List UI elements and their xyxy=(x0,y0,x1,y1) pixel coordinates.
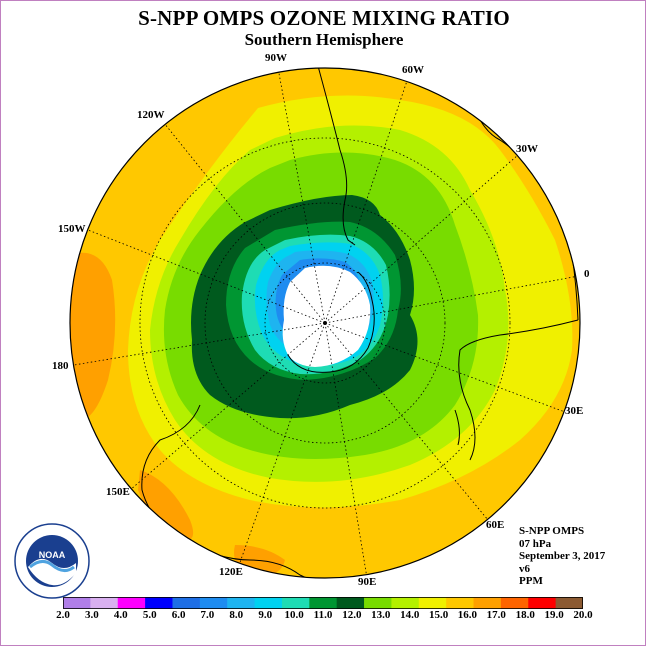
colorbar-tick-label: 19.0 xyxy=(544,609,564,621)
colorbar-tick-label: 12.0 xyxy=(342,609,362,621)
lon-label-0: 0 xyxy=(584,268,590,280)
colorbar-tick-label: 15.0 xyxy=(428,609,449,621)
logo-text: NOAA xyxy=(39,550,66,560)
colorbar-swatch xyxy=(199,597,228,609)
version-label: v6 xyxy=(519,562,530,575)
noaa-logo-icon: NOAA xyxy=(14,523,90,599)
lon-label-90w: 90W xyxy=(265,52,287,64)
date-label: September 3, 2017 xyxy=(519,550,606,563)
instrument-label: S-NPP OMPS xyxy=(519,525,585,537)
polar-night-no-data xyxy=(282,265,371,367)
colorbar-swatch xyxy=(63,597,91,609)
colorbar-tick-label: 16.0 xyxy=(457,609,478,621)
colorbar-tick-label: 8.0 xyxy=(229,609,244,621)
lon-label-180: 180 xyxy=(52,360,69,372)
lon-label-120e: 120E xyxy=(219,566,243,578)
colorbar-swatch xyxy=(555,597,583,609)
colorbar-tick-label: 4.0 xyxy=(113,609,128,621)
lon-label-90e: 90E xyxy=(358,576,377,588)
colorbar-swatch xyxy=(418,597,447,609)
colorbar-tick-label: 6.0 xyxy=(171,609,186,621)
lon-label-30w: 30W xyxy=(516,143,538,155)
map-title: S-NPP OMPS OZONE MIXING RATIO xyxy=(138,6,510,30)
colorbar-swatch xyxy=(145,597,173,609)
colorbar-tick-label: 18.0 xyxy=(515,609,535,621)
colorbar-swatch xyxy=(364,597,392,609)
lon-label-120w: 120W xyxy=(137,109,165,121)
colorbar-tick-label: 20.0 xyxy=(573,609,593,621)
colorbar-swatch xyxy=(281,597,310,609)
colorbar-swatch xyxy=(254,597,283,609)
colorbar-tick-label: 13.0 xyxy=(371,609,391,621)
lon-label-150e: 150E xyxy=(106,486,130,498)
colorbar-tick-label: 9.0 xyxy=(258,609,273,621)
ozone-band-17-west xyxy=(70,252,116,420)
colorbar-swatch xyxy=(473,597,502,609)
south-pole-marker xyxy=(323,321,327,325)
colorbar-tick-label: 7.0 xyxy=(200,609,215,621)
colorbar-tick-label: 14.0 xyxy=(400,609,420,621)
colorbar-swatch xyxy=(528,597,557,609)
units-label: PPM xyxy=(519,575,543,588)
map-boundary xyxy=(69,67,581,579)
graticule xyxy=(73,68,580,578)
colorbar-swatch xyxy=(90,597,119,609)
colorbar-tick-label: 17.0 xyxy=(486,609,506,621)
colorbar-swatch xyxy=(446,597,475,609)
colorbar-tick-label: 2.0 xyxy=(56,609,70,621)
lon-label-60w: 60W xyxy=(402,64,424,76)
map-subtitle: Southern Hemisphere xyxy=(244,30,404,49)
colorbar-swatch xyxy=(391,597,420,609)
ozone-band-17-southwest xyxy=(138,470,194,541)
colorbar-tick-label: 10.0 xyxy=(284,609,304,621)
product-info: S-NPP OMPS 07 hPa September 3, 2017 v6 P… xyxy=(519,525,605,588)
lon-label-30e: 30E xyxy=(565,405,584,417)
colorbar-tick-label: 5.0 xyxy=(142,609,157,621)
lon-label-60e: 60E xyxy=(486,519,505,531)
colorbar-tick-label: 11.0 xyxy=(313,609,333,621)
colorbar-swatch xyxy=(309,597,338,609)
colorbar-swatch xyxy=(500,597,529,609)
colorbar-swatch xyxy=(117,597,146,609)
colorbar-swatch xyxy=(336,597,365,609)
colorbar-swatch xyxy=(227,597,256,609)
pressure-level: 07 hPa xyxy=(519,537,552,550)
colorbar-tick-label: 3.0 xyxy=(85,609,99,621)
lon-label-150w: 150W xyxy=(58,223,86,235)
colorbar-swatch xyxy=(172,597,201,609)
colorbar xyxy=(63,597,583,609)
